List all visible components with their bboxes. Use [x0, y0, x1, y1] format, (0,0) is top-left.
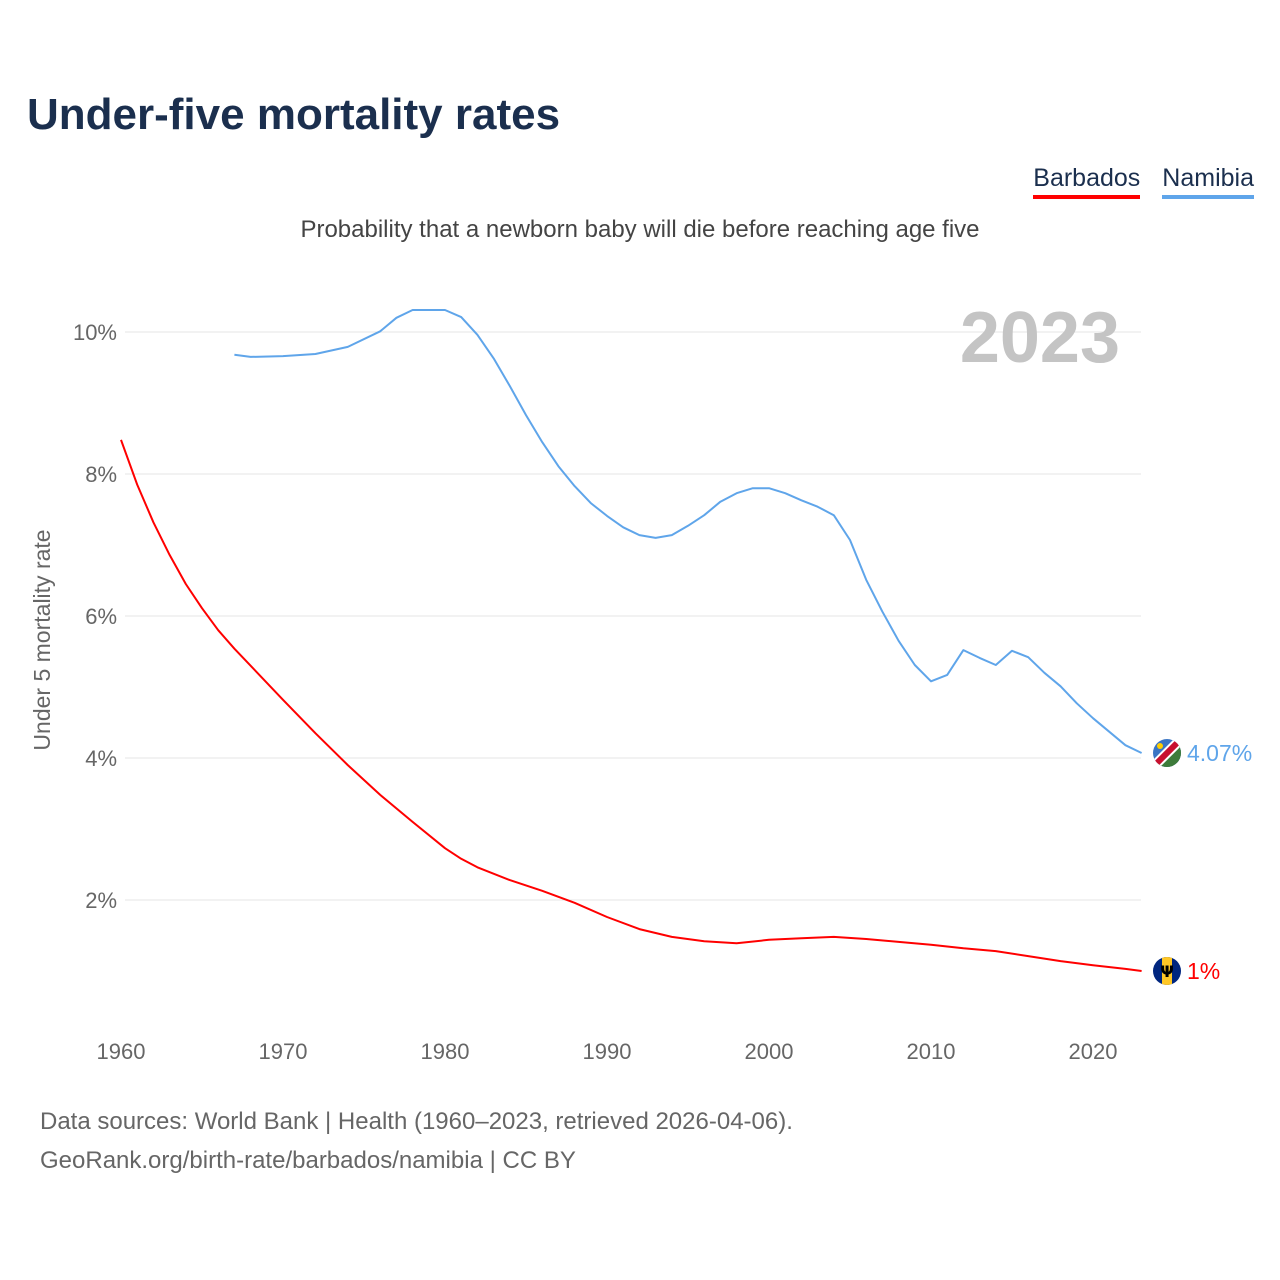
x-tick-label: 2010 — [907, 1039, 956, 1064]
y-tick-label: 10% — [73, 320, 117, 345]
x-tick-label: 2020 — [1069, 1039, 1118, 1064]
y-tick-label: 2% — [85, 888, 117, 913]
legend-item-barbados[interactable]: Barbados — [1033, 164, 1141, 199]
x-tick-label: 1960 — [97, 1039, 146, 1064]
legend-item-namibia[interactable]: Namibia — [1162, 164, 1254, 199]
trident-icon: Ψ — [1160, 962, 1174, 981]
x-tick-label: 1990 — [583, 1039, 632, 1064]
x-tick-label: 1970 — [259, 1039, 308, 1064]
y-tick-label: 8% — [85, 462, 117, 487]
end-value-label-namibia: 4.07% — [1187, 740, 1252, 766]
flag-sun — [1157, 743, 1163, 750]
series-end-markers: Ψ 1% 4.07% — [1153, 739, 1252, 985]
y-tick-label: 6% — [85, 604, 117, 629]
flag-body: Ψ — [1153, 957, 1181, 985]
series-lines — [120, 309, 1143, 972]
x-tick-label: 2000 — [745, 1039, 794, 1064]
source-link[interactable]: GeoRank.org/birth-rate/barbados/namibia … — [40, 1147, 576, 1174]
chart-subtitle: Probability that a newborn baby will die… — [300, 216, 980, 243]
y-axis-ticks: 2% 4% 6% 8% 10% — [73, 320, 117, 913]
series-line-namibia — [234, 309, 1143, 754]
year-watermark: 2023 — [960, 298, 1120, 378]
data-sources: Data sources: World Bank | Health (1960–… — [40, 1108, 793, 1135]
y-tick-label: 4% — [85, 746, 117, 771]
barbados-flag-icon: Ψ — [1153, 957, 1181, 985]
y-axis-label: Under 5 mortality rate — [29, 529, 55, 750]
flag-body — [1153, 739, 1181, 768]
chart-title: Under-five mortality rates — [27, 90, 561, 139]
legend: Barbados Namibia — [1033, 164, 1254, 199]
end-value-label-barbados: 1% — [1187, 958, 1220, 984]
namibia-flag-icon — [1153, 739, 1181, 768]
x-axis-ticks: 1960 1970 1980 1990 2000 2010 2020 — [97, 1039, 1118, 1064]
flag-stripe — [1162, 957, 1172, 985]
x-tick-label: 1980 — [421, 1039, 470, 1064]
gridlines — [125, 331, 1141, 901]
series-line-barbados — [120, 439, 1142, 972]
